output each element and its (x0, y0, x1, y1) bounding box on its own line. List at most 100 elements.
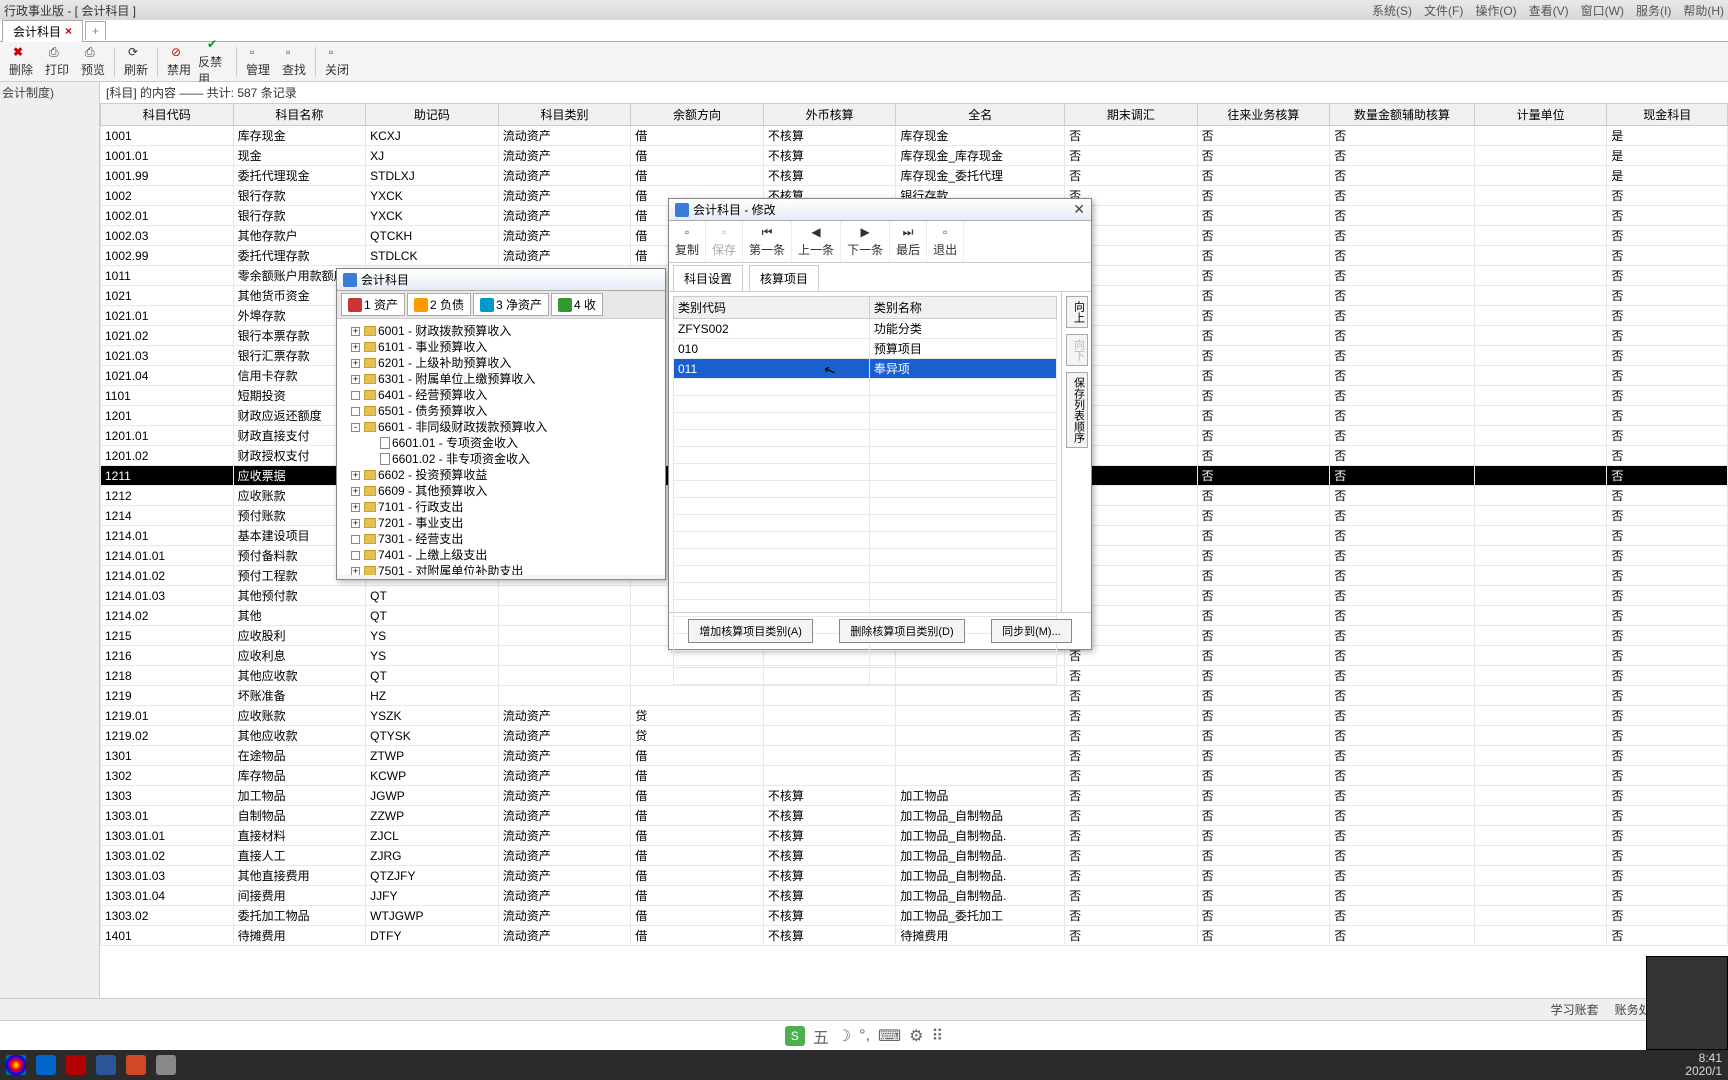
side-btn-保存列表顺序[interactable]: 保存列表顺序 (1066, 372, 1088, 448)
toolbar-管理[interactable]: ▫管理 (241, 45, 275, 78)
table-row[interactable]: 1219坏账准备HZ否否否否 (101, 686, 1728, 706)
menu-item[interactable]: 服务(I) (1636, 2, 1671, 19)
table-row[interactable]: 1001.01现金XJ流动资产借不核算库存现金_库存现金否否否是 (101, 146, 1728, 166)
taskbar-app-icon[interactable] (36, 1055, 56, 1075)
tree-expand-icon[interactable] (351, 535, 360, 544)
dlg-toolbar-复制[interactable]: ▫复制 (669, 221, 706, 262)
taskbar-app-icon[interactable] (66, 1055, 86, 1075)
col-header[interactable]: 科目名称 (233, 104, 366, 126)
ime-glyph[interactable]: °, (859, 1027, 870, 1045)
tree-expand-icon[interactable]: + (351, 519, 360, 528)
ime-glyph[interactable]: ☽ (837, 1026, 851, 1046)
tree-expand-icon[interactable] (351, 551, 360, 560)
menu-item[interactable]: 查看(V) (1529, 2, 1569, 19)
col-header[interactable]: 数量金额辅助核算 (1330, 104, 1475, 126)
col-header[interactable]: 计量单位 (1474, 104, 1607, 126)
table-row[interactable]: 1219.01应收账款YSZK流动资产贷否否否否 (101, 706, 1728, 726)
taskbar-word-icon[interactable] (96, 1055, 116, 1075)
table-row[interactable]: 1303.01.03其他直接费用QTZJFY流动资产借不核算加工物品_自制物品.… (101, 866, 1728, 886)
col-header[interactable]: 科目类别 (498, 104, 631, 126)
ime-logo-icon[interactable]: S (785, 1026, 805, 1046)
tab-add[interactable]: + (85, 21, 106, 40)
dlg-bottom-button[interactable]: 增加核算项目类别(A) (688, 619, 813, 643)
tree-expand-icon[interactable]: + (351, 471, 360, 480)
dlg-toolbar-下一条[interactable]: ▶下一条 (841, 221, 890, 262)
tree-expand-icon[interactable]: - (351, 423, 360, 432)
ime-grid-icon[interactable]: ⠿ (931, 1026, 943, 1046)
dlg-bottom-button[interactable]: 删除核算项目类别(D) (839, 619, 964, 643)
tree-item[interactable]: 6601.02 - 非专项资金收入 (343, 451, 659, 467)
tree-expand-icon[interactable]: + (351, 343, 360, 352)
tree-tab[interactable]: 3 净资产 (473, 293, 549, 316)
tab-subject-settings[interactable]: 科目设置 (673, 265, 743, 291)
menu-item[interactable]: 操作(O) (1475, 2, 1516, 19)
tree-item[interactable]: + 7201 - 事业支出 (343, 515, 659, 531)
ime-settings-icon[interactable]: ⚙ (909, 1026, 923, 1046)
tree-item[interactable]: + 6609 - 其他预算收入 (343, 483, 659, 499)
tree-item[interactable]: + 6301 - 附属单位上缴预算收入 (343, 371, 659, 387)
table-row[interactable]: 1301在途物品ZTWP流动资产借否否否否 (101, 746, 1728, 766)
toolbar-刷新[interactable]: 刷新 (119, 45, 153, 78)
table-row[interactable]: 1303.01.02直接人工ZJRG流动资产借不核算加工物品_自制物品.否否否否 (101, 846, 1728, 866)
tree-item[interactable]: + 6101 - 事业预算收入 (343, 339, 659, 355)
col-header[interactable]: 期末调汇 (1065, 104, 1198, 126)
table-row[interactable]: 1219.02其他应收款QTYSK流动资产贷否否否否 (101, 726, 1728, 746)
tree-expand-icon[interactable] (351, 407, 360, 416)
dlg-toolbar-最后[interactable]: ⏭最后 (890, 221, 927, 262)
ime-mode[interactable]: 五 (813, 1024, 829, 1048)
tab-close-icon[interactable]: × (65, 24, 72, 38)
table-row[interactable]: 1303.02委托加工物品WTJGWP流动资产借不核算加工物品_委托加工否否否否 (101, 906, 1728, 926)
menu-item[interactable]: 系统(S) (1372, 2, 1412, 19)
tree-expand-icon[interactable]: + (351, 567, 360, 576)
table-row[interactable]: 1303.01.04间接费用JJFY流动资产借不核算加工物品_自制物品.否否否否 (101, 886, 1728, 906)
toolbar-反禁用[interactable]: ✔反禁用 (198, 37, 232, 87)
table-row[interactable]: 1001.99委托代理现金STDLXJ流动资产借不核算库存现金_委托代理否否否是 (101, 166, 1728, 186)
toolbar-删除[interactable]: ✖删除 (4, 45, 38, 78)
table-row[interactable]: 1303加工物品JGWP流动资产借不核算加工物品否否否否 (101, 786, 1728, 806)
category-row[interactable]: 010预算项目 (674, 339, 1057, 359)
side-btn-向上[interactable]: 向上 (1066, 296, 1088, 328)
col-header[interactable]: 科目代码 (101, 104, 234, 126)
table-row[interactable]: 1401待摊费用DTFY流动资产借不核算待摊费用否否否否 (101, 926, 1728, 946)
menu-item[interactable]: 文件(F) (1424, 2, 1463, 19)
menu-item[interactable]: 帮助(H) (1683, 2, 1724, 19)
taskbar-clock[interactable]: 8:412020/1 (1685, 1052, 1722, 1078)
tree-item[interactable]: 6601.01 - 专项资金收入 (343, 435, 659, 451)
tree-item[interactable]: 6401 - 经营预算收入 (343, 387, 659, 403)
taskbar-ppt-icon[interactable] (126, 1055, 146, 1075)
accounts-tree[interactable]: + 6001 - 财政拨款预算收入+ 6101 - 事业预算收入+ 6201 -… (337, 319, 665, 575)
tree-expand-icon[interactable]: + (351, 359, 360, 368)
taskbar-app-icon[interactable] (156, 1055, 176, 1075)
tree-item[interactable]: + 6602 - 投资预算收益 (343, 467, 659, 483)
tree-expand-icon[interactable]: + (351, 487, 360, 496)
dialog-title-bar[interactable]: 会计科目 - 修改 ✕ (669, 199, 1091, 221)
tree-item[interactable]: + 6201 - 上级补助预算收入 (343, 355, 659, 371)
toolbar-查找[interactable]: ▫查找 (277, 45, 311, 78)
document-tab[interactable]: 会计科目 × (2, 20, 83, 42)
tree-item[interactable]: + 6001 - 财政拨款预算收入 (343, 323, 659, 339)
start-button-icon[interactable] (6, 1055, 26, 1075)
toolbar-预览[interactable]: 预览 (76, 45, 110, 78)
col-header[interactable]: 现金科目 (1607, 104, 1728, 126)
col-header[interactable]: 全名 (896, 104, 1065, 126)
tree-expand-icon[interactable] (351, 391, 360, 400)
dlg-toolbar-第一条[interactable]: ⏮第一条 (743, 221, 792, 262)
category-row[interactable]: 011奉异项 (674, 359, 1057, 379)
tree-item[interactable]: 7301 - 经营支出 (343, 531, 659, 547)
tree-expand-icon[interactable]: + (351, 327, 360, 336)
col-header[interactable]: 助记码 (366, 104, 499, 126)
tree-expand-icon[interactable]: + (351, 503, 360, 512)
category-row[interactable]: ZFYS002功能分类 (674, 319, 1057, 339)
dlg-toolbar-上一条[interactable]: ◀上一条 (792, 221, 841, 262)
tree-item[interactable]: 6501 - 债务预算收入 (343, 403, 659, 419)
dlg-toolbar-退出[interactable]: ▫退出 (927, 221, 964, 262)
tree-item[interactable]: 7401 - 上缴上级支出 (343, 547, 659, 563)
tree-item[interactable]: - 6601 - 非同级财政拨款预算收入 (343, 419, 659, 435)
menu-item[interactable]: 窗口(W) (1581, 2, 1624, 19)
toolbar-禁用[interactable]: ⊘禁用 (162, 45, 196, 78)
tree-tab[interactable]: 2 负债 (407, 293, 471, 316)
col-header[interactable]: 余额方向 (631, 104, 764, 126)
table-row[interactable]: 1303.01.01直接材料ZJCL流动资产借不核算加工物品_自制物品.否否否否 (101, 826, 1728, 846)
tab-accounting-items[interactable]: 核算项目 (749, 265, 819, 291)
toolbar-关闭[interactable]: ▫关闭 (320, 45, 354, 78)
